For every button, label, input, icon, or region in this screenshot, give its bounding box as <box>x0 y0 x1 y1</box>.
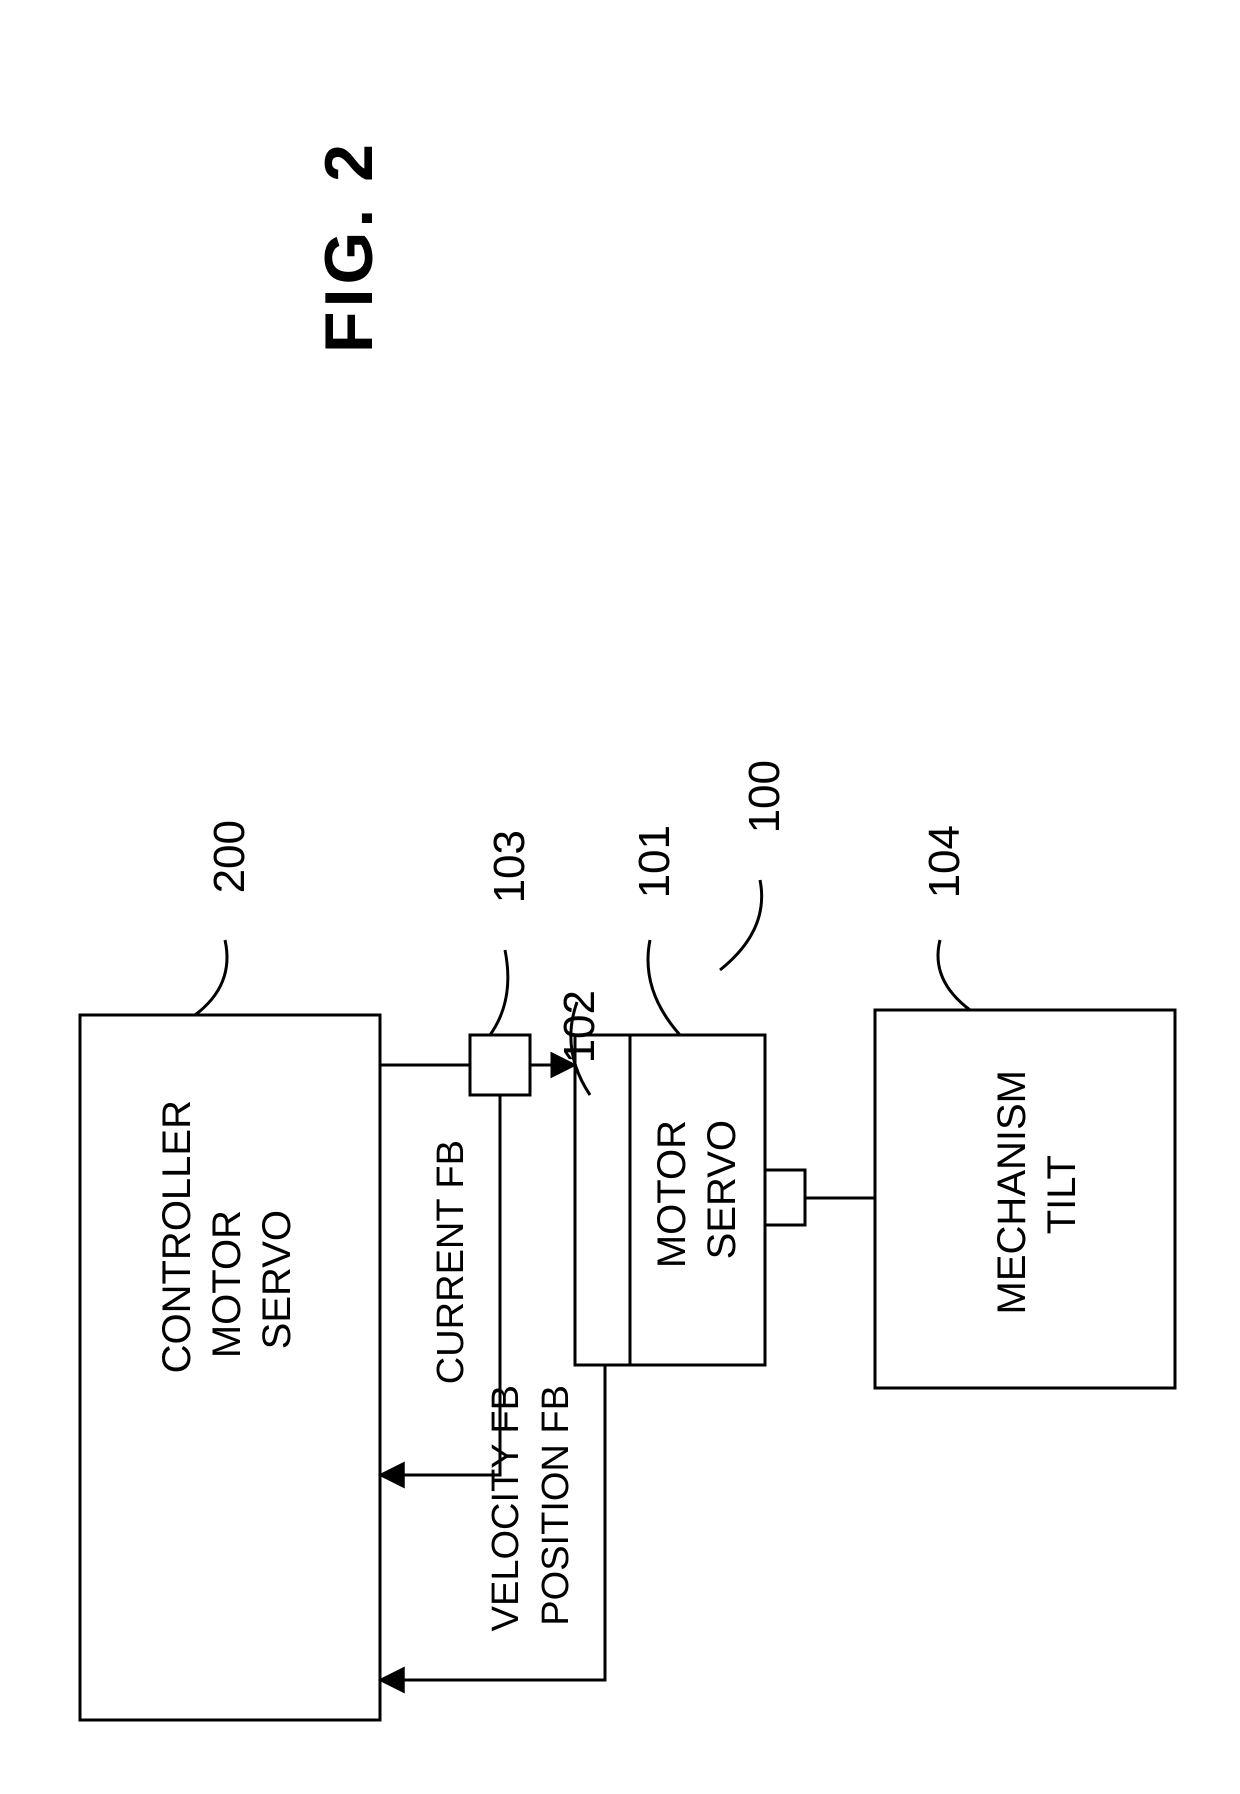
ref-101: 101 <box>630 825 680 898</box>
tilt-label-1: TILT <box>1040 1155 1085 1234</box>
servo-label-1: SERVO <box>700 1120 745 1259</box>
servo-label-2: MOTOR <box>650 1120 695 1268</box>
label-velocity-fb: VELOCITY FB <box>485 1385 528 1631</box>
controller-label-3: CONTROLLER <box>155 1100 200 1373</box>
sensor-node-block <box>470 1035 530 1095</box>
ref-103: 103 <box>485 830 535 903</box>
controller-block <box>80 1015 380 1720</box>
leader-103 <box>490 950 508 1035</box>
controller-label-1: SERVO <box>255 1210 300 1349</box>
diagram-canvas <box>0 0 1240 1794</box>
ref-system: 100 <box>740 760 790 833</box>
ref-104: 104 <box>920 825 970 898</box>
label-position-fb: POSITION FB <box>535 1385 578 1626</box>
ref-102: 102 <box>555 990 605 1063</box>
controller-label-2: MOTOR <box>205 1210 250 1358</box>
leader-200 <box>195 940 227 1015</box>
leader-101 <box>648 940 680 1035</box>
leader-system <box>720 880 762 970</box>
label-current-fb: CURRENT FB <box>430 1140 473 1384</box>
leader-104 <box>938 940 970 1010</box>
shaft-connector <box>765 1170 805 1225</box>
tilt-label-2: MECHANISM <box>990 1070 1035 1314</box>
ref-200: 200 <box>205 820 255 893</box>
